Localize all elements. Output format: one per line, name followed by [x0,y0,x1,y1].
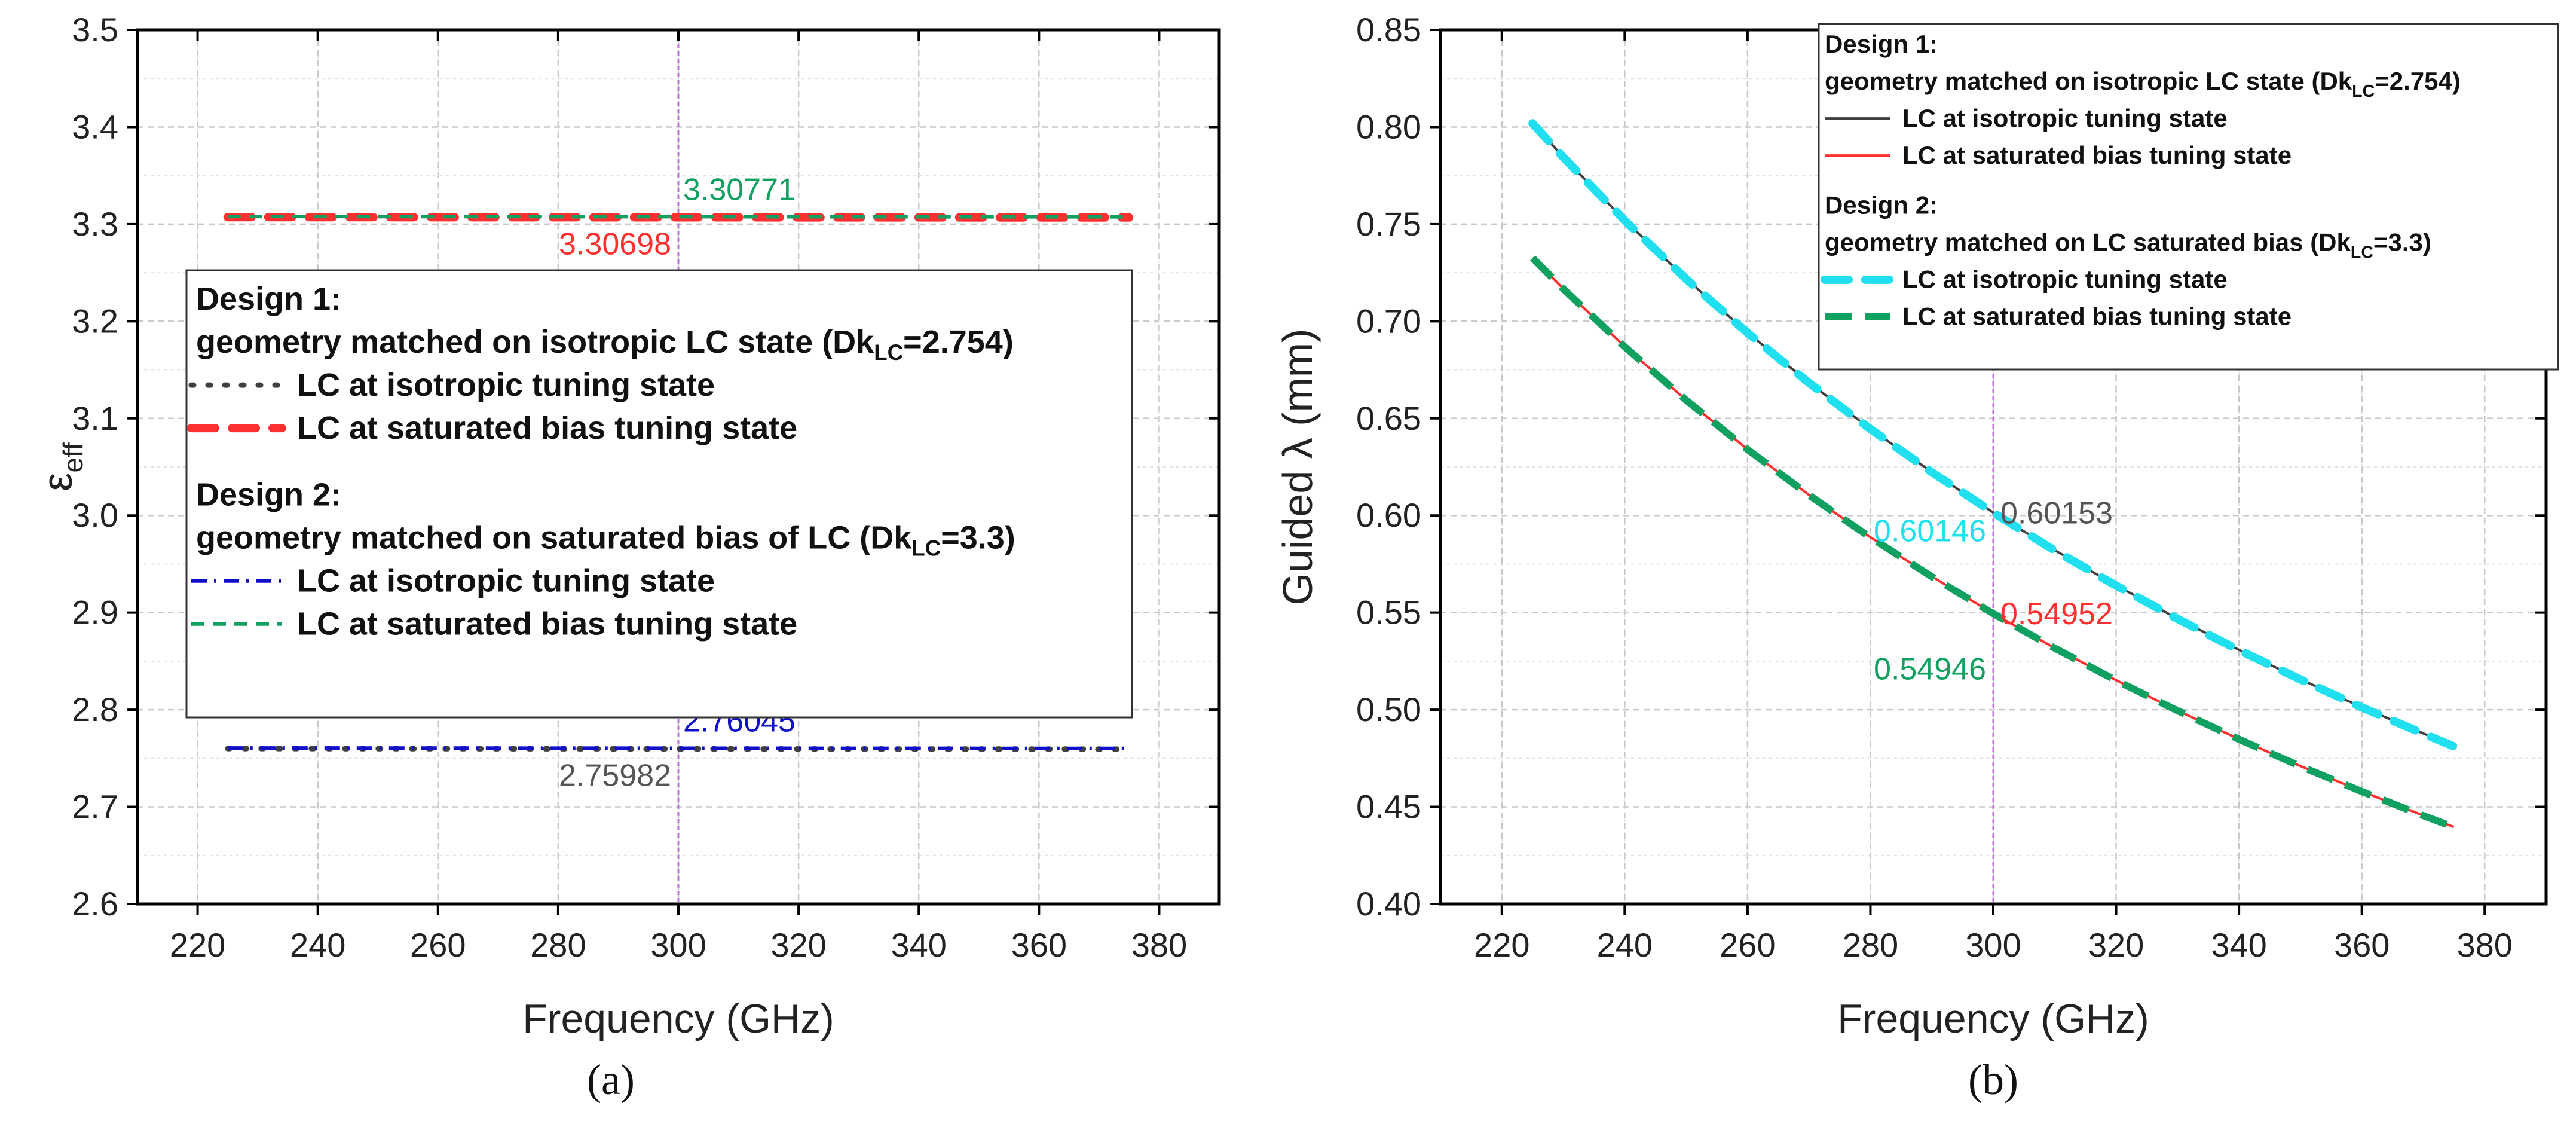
legend-design1-desc: geometry matched on isotropic LC state (… [196,324,1014,365]
y-tick-label: 0.45 [1356,788,1421,826]
data-annotation: 0.60153 [2000,496,2113,530]
x-tick-label: 380 [2457,926,2513,964]
legend-item-label: LC at saturated bias tuning state [1902,141,2292,169]
y-tick-label: 3.2 [72,302,118,340]
legend-design2-desc: geometry matched on saturated bias of LC… [196,520,1015,561]
x-tick-label: 340 [2211,926,2266,964]
legend-desc-text: geometry matched on isotropic LC state (… [196,324,874,360]
y-tick-label: 3.4 [72,108,118,145]
y-tick-label: 2.9 [72,594,118,631]
legend-desc-text: =3.3) [941,520,1015,556]
legend-design2-title: Design 2: [1825,191,1938,219]
legend-desc-subscript: LC [874,340,903,365]
y-tick-label: 0.70 [1356,302,1421,340]
x-tick-label: 320 [770,926,826,964]
y-tick-label: 0.75 [1356,205,1421,243]
legend-design1-title: Design 1: [196,281,341,317]
y-tick-label: 2.8 [72,691,118,728]
x-tick-label: 220 [1474,926,1529,964]
x-tick-label: 340 [891,926,947,964]
panel-label: (a) [587,1056,635,1104]
legend-item-label: LC at isotropic tuning state [1902,104,2228,132]
y-axis-title-symbol: ε [34,473,81,491]
x-tick-label: 300 [650,926,706,964]
legend-design1-title: Design 1: [1825,30,1938,58]
panel-label: (b) [1968,1056,2018,1104]
legend-desc-text: =3.3) [2373,228,2431,256]
y-tick-label: 0.55 [1356,594,1421,631]
data-annotation: 0.60146 [1874,514,1986,548]
y-tick-label: 0.80 [1356,108,1421,145]
y-tick-label: 2.6 [72,885,118,923]
data-annotation: 0.54952 [2000,597,2113,631]
legend-desc-text: =2.754) [2375,67,2461,95]
legend-box [1818,23,2559,371]
y-tick-label: 0.60 [1356,496,1421,534]
data-annotation: 2.75982 [559,758,671,793]
series-line-2 [223,213,1134,222]
data-annotation: 0.54946 [1874,652,1986,686]
legend: Design 1: geometry matched on isotropic L… [185,269,1133,719]
x-tick-label: 260 [1720,926,1775,964]
chart-panel-a: 220 240 260 280 300 320 340 360 380 2.6 2.7 2.8 2.9 3… [34,11,1221,1104]
legend-item-label: LC at isotropic tuning state [297,563,715,599]
series-line-3 [1528,119,2458,751]
legend-desc-text: geometry matched on LC saturated bias (D… [1825,228,2351,256]
y-tick-label: 0.40 [1356,885,1421,923]
legend-box [185,269,1133,719]
legend-item-label: LC at saturated bias tuning state [1902,303,2292,331]
y-tick-label: 3.1 [72,399,118,437]
x-tick-label: 280 [1843,926,1898,964]
x-tick-label: 380 [1131,926,1187,964]
x-tick-label: 220 [170,926,225,964]
series-line-4 [1529,255,2455,831]
x-tick-label: 320 [2088,926,2144,964]
data-annotation: 3.30698 [559,227,671,262]
legend-desc-text: geometry matched on isotropic LC state (… [1825,67,2352,95]
y-axis-title: εeff [34,442,88,491]
legend-item-label: LC at saturated bias tuning state [297,410,797,446]
data-annotation: 3.30771 [683,172,796,207]
x-tick-label: 240 [1597,926,1653,964]
x-axis-title: Frequency (GHz) [1837,996,2149,1041]
y-axis-title-subscript: eff [57,442,88,473]
x-tick-label: 260 [410,926,466,964]
x-tick-label: 300 [1965,926,2021,964]
legend-desc-text: geometry matched on saturated bias of LC… [196,520,912,556]
y-tick-label: 3.0 [72,496,118,534]
legend-item-label: LC at isotropic tuning state [1902,265,2228,294]
x-axis-title: Frequency (GHz) [522,996,834,1041]
series-line-3 [227,746,1130,750]
legend-design2-desc: geometry matched on LC saturated bias (D… [1825,228,2431,262]
y-tick-label: 3.3 [72,205,118,243]
chart-panel-b: 220 240 260 280 300 320 340 360 380 0.40 0.45 0.50 0… [1274,11,2559,1104]
legend-desc-subscript: LC [2351,243,2373,262]
legend-item-label: LC at saturated bias tuning state [297,606,797,642]
y-axis-title: Guided λ (mm) [1274,329,1321,606]
legend-desc-text: =2.754) [903,324,1014,360]
legend-design1-desc: geometry matched on isotropic LC state (… [1825,67,2461,101]
x-tick-label: 280 [530,926,586,964]
legend: Design 1: geometry matched on isotropic L… [1818,23,2559,371]
x-tick-label: 360 [2334,926,2390,964]
y-tick-label: 0.85 [1356,11,1421,48]
y-tick-label: 2.7 [72,788,118,826]
y-tick-label: 0.50 [1356,691,1421,728]
x-tick-label: 360 [1011,926,1067,964]
legend-desc-subscript: LC [2352,82,2375,101]
legend-design2-title: Design 2: [196,477,341,513]
legend-desc-subscript: LC [911,536,941,561]
y-tick-label: 0.65 [1356,399,1421,437]
y-tick-label: 3.5 [72,11,118,48]
legend-item-label: LC at isotropic tuning state [297,367,715,403]
x-tick-label: 240 [290,926,345,964]
